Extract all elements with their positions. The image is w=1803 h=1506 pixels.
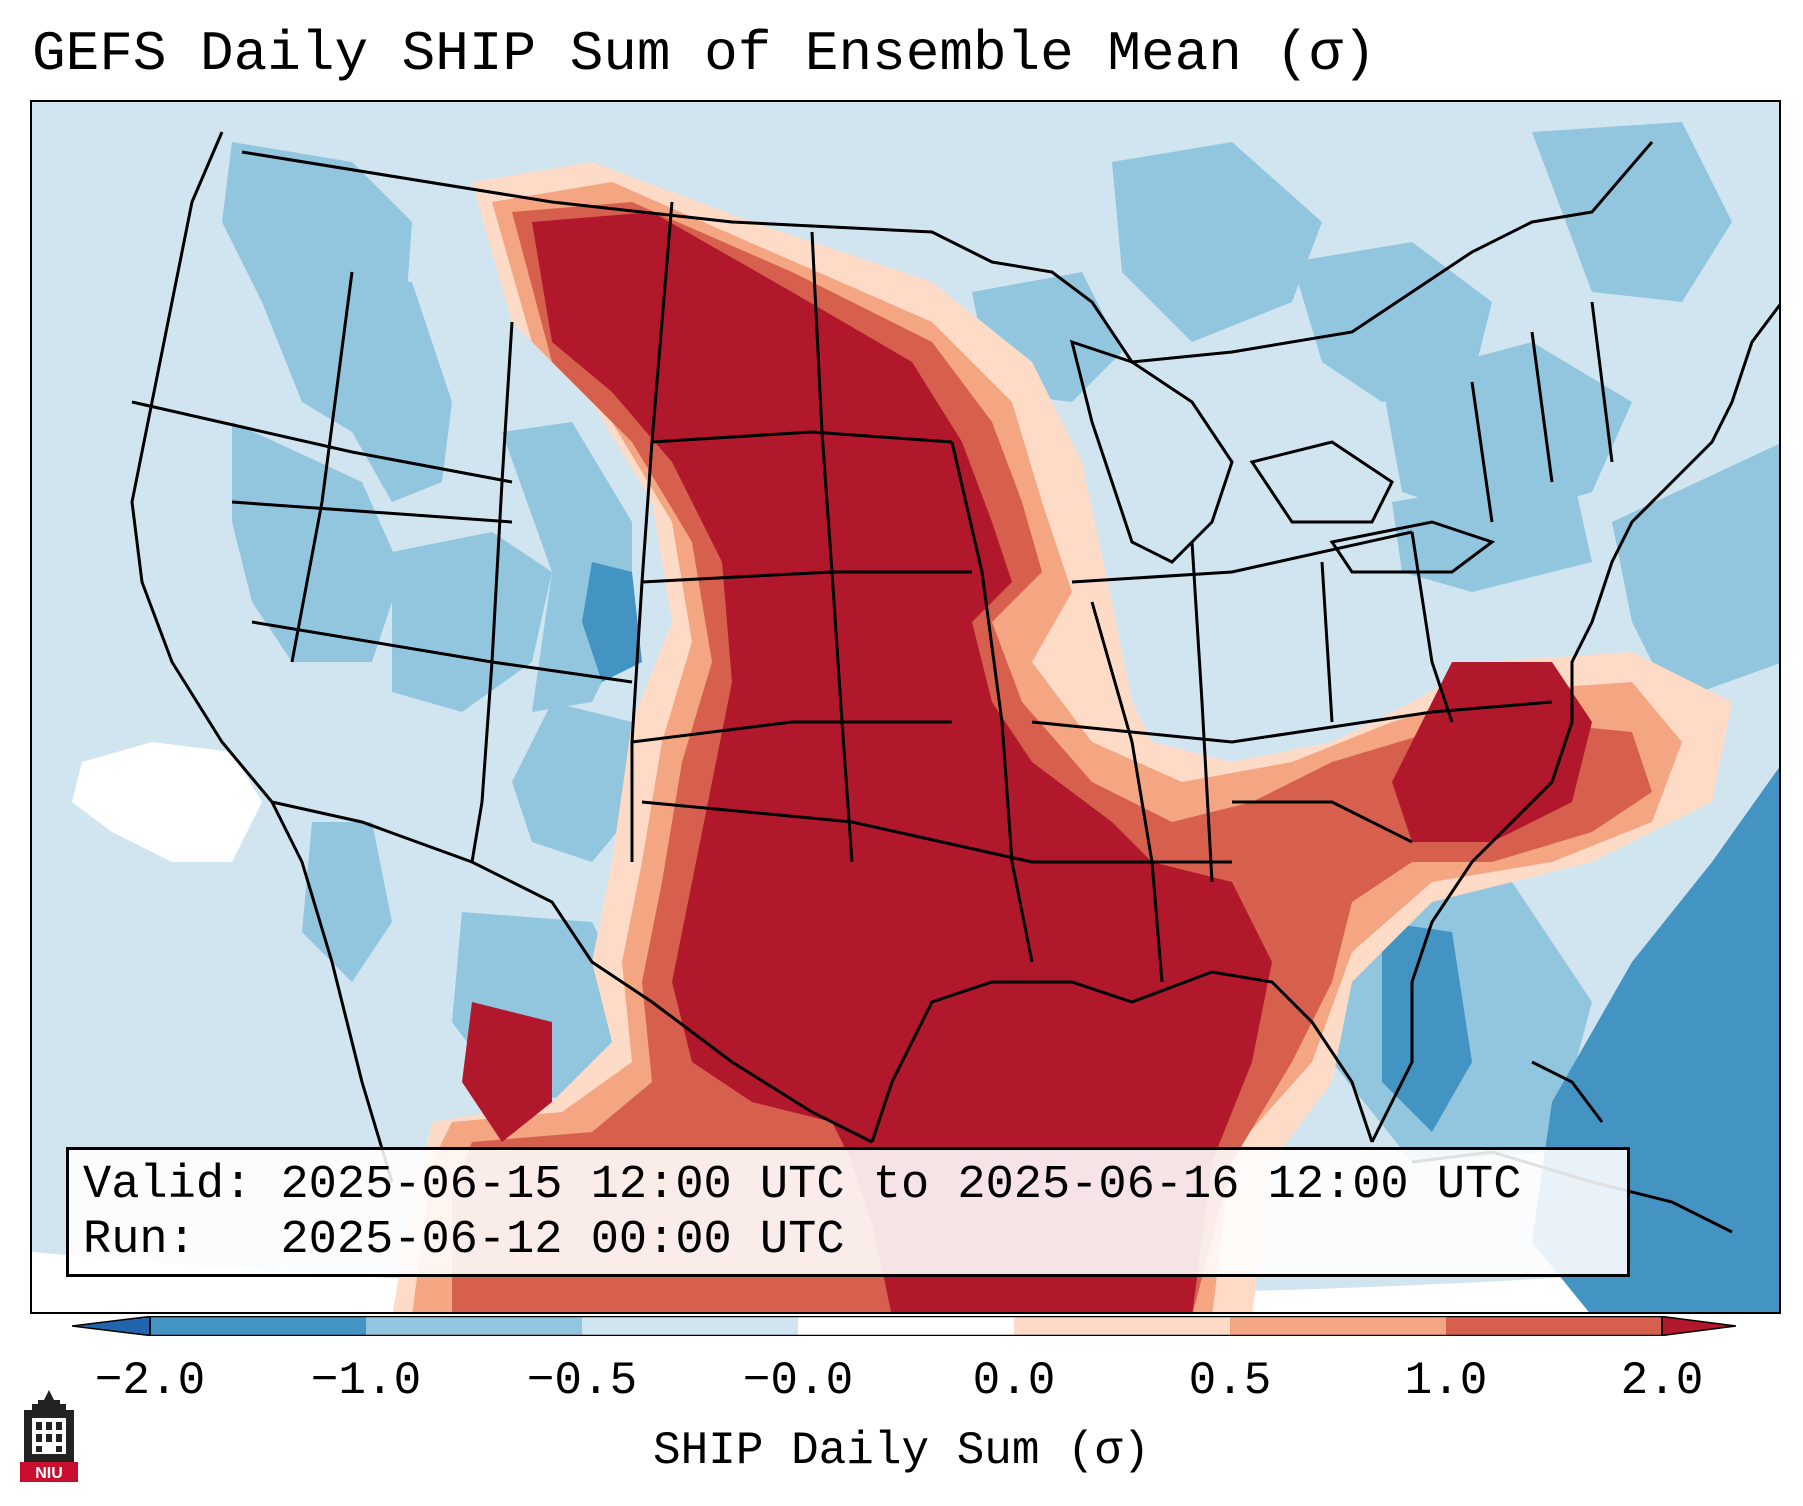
colorbar-segment-0: [72, 1316, 150, 1336]
map-panel: [30, 100, 1781, 1314]
colorbar-segment-7: [1446, 1316, 1662, 1336]
niu-logo-icon: NIU: [20, 1390, 78, 1482]
anomaly-plus-2: [462, 212, 1592, 1312]
tick-label-3: −0.0: [742, 1355, 854, 1407]
tick-label-4: 0.0: [972, 1355, 1056, 1407]
colorbar-left-arrow-outline: [72, 1316, 151, 1336]
tick-label-5: 0.5: [1188, 1355, 1272, 1407]
valid-value: 2025-06-15 12:00 UTC to 2025-06-16 12:00…: [280, 1159, 1522, 1212]
anomaly-zero-negative: [72, 742, 262, 862]
logo-text: NIU: [35, 1465, 63, 1482]
colorbar-segment-2: [366, 1316, 582, 1336]
run-value: 2025-06-12 00:00 UTC: [280, 1214, 845, 1267]
map-title: GEFS Daily SHIP Sum of Ensemble Mean (σ): [32, 22, 1377, 86]
ship-anomaly-map: [32, 102, 1779, 1312]
colorbar-segment-6: [1230, 1316, 1446, 1336]
colorbar-right-arrow-outline: [1661, 1316, 1736, 1336]
tick-label-2: −0.5: [526, 1355, 638, 1407]
colorbar-label: SHIP Daily Sum (σ): [653, 1425, 1150, 1477]
tick-label-7: 2.0: [1620, 1355, 1704, 1407]
boundaries: [130, 131, 1779, 1183]
run-label: Run:: [83, 1214, 196, 1267]
tick-label-0: −2.0: [94, 1355, 206, 1407]
colorbar-segment-8: [1662, 1316, 1736, 1336]
valid-run-info-box: Valid: 2025-06-15 12:00 UTC to 2025-06-1…: [66, 1147, 1630, 1277]
valid-label: Valid:: [83, 1159, 253, 1212]
colorbar-segment-5: [1014, 1316, 1230, 1336]
tick-label-1: −1.0: [310, 1355, 422, 1407]
colorbar-segment-4: [798, 1316, 1014, 1336]
colorbar-segment-3: [582, 1316, 798, 1336]
colorbar: [72, 1316, 1736, 1336]
colorbar-segment-1: [150, 1316, 366, 1336]
colorbar-tick-labels: −2.0 −1.0 −0.5 −0.0 0.0 0.5 1.0 2.0: [0, 1355, 1803, 1415]
tick-label-6: 1.0: [1404, 1355, 1488, 1407]
